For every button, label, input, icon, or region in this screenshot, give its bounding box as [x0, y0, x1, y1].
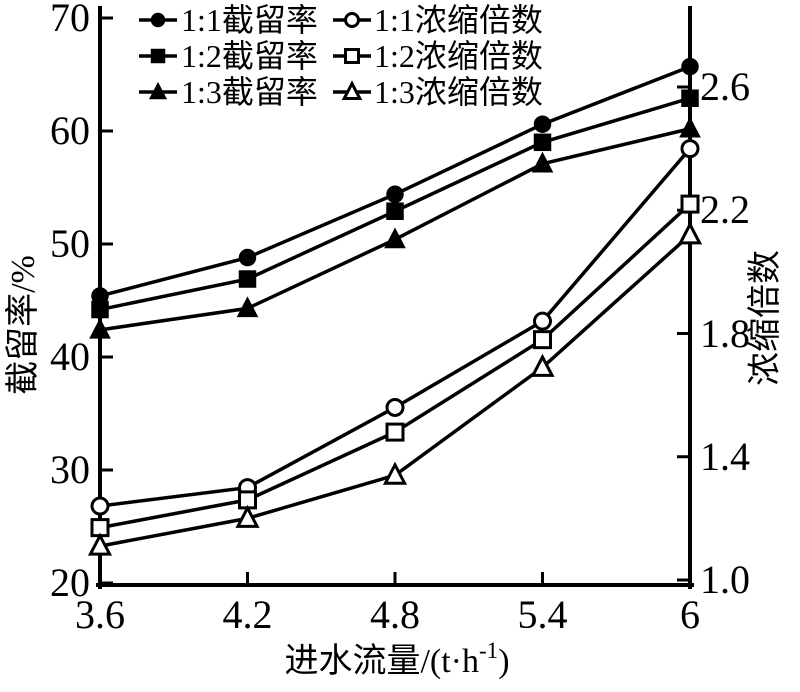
- left-axis-tick-labels: 70 60 50 40 30 20: [50, 0, 90, 605]
- legend-label-1-2-concentration: 1:2浓缩倍数: [374, 38, 543, 74]
- right-tick-1.4: 1.4: [700, 434, 750, 479]
- legend-label-1-1-retention: 1:1截留率: [181, 2, 318, 38]
- left-tick-60: 60: [50, 108, 90, 153]
- series-line-5: [99, 233, 692, 548]
- left-tick-40: 40: [50, 334, 90, 379]
- data-point-filled-triangle: [89, 317, 111, 339]
- data-point-open-square: [680, 194, 700, 214]
- right-axis-title: 浓缩倍数: [746, 250, 784, 386]
- data-point-filled-square: [386, 202, 404, 220]
- data-point-filled-circle: [681, 57, 699, 76]
- data-point-filled-circle: [386, 185, 404, 204]
- left-tick-30: 30: [50, 447, 90, 492]
- left-tick-70: 70: [50, 0, 90, 40]
- x-tick-4.2: 4.2: [223, 592, 273, 637]
- data-point-open-circle: [680, 139, 700, 159]
- right-tick-1.0: 1.0: [700, 557, 750, 602]
- data-point-filled-triangle: [384, 227, 406, 249]
- data-point-filled-triangle: [236, 296, 259, 318]
- x-tick-4.8: 4.8: [370, 592, 420, 637]
- data-point-open-triangle: [530, 353, 555, 377]
- right-tick-2.6: 2.6: [700, 64, 750, 109]
- left-tick-50: 50: [50, 221, 90, 266]
- legend-label-1-1-concentration: 1:1浓缩倍数: [374, 2, 543, 38]
- data-point-open-circle: [385, 397, 405, 417]
- data-point-filled-square: [681, 89, 699, 107]
- right-tick-1.8: 1.8: [700, 311, 750, 356]
- data-point-filled-circle: [533, 115, 552, 133]
- data-point-open-square: [533, 330, 552, 350]
- legend: 1:1截留率 1:2截留率 1:3截留率 1:1浓缩倍数 1:2浓缩倍数 1:3…: [181, 2, 543, 110]
- data-point-filled-square: [238, 270, 257, 288]
- legend-label-1-2-retention: 1:2截留率: [181, 38, 318, 74]
- x-axis-title: 进水流量/(t·h-1): [284, 638, 509, 680]
- data-point-filled-triangle: [531, 151, 554, 173]
- x-tick-6: 6: [680, 592, 700, 637]
- x-tick-5.4: 5.4: [518, 592, 568, 637]
- legend-open-circle-icon: [344, 12, 360, 28]
- data-point-open-square: [385, 422, 405, 442]
- data-point-filled-square: [533, 133, 552, 152]
- legend-filled-square-icon: [150, 48, 166, 64]
- x-tick-3.6: 3.6: [75, 592, 125, 637]
- data-point-open-circle: [90, 496, 110, 516]
- data-point-open-circle: [533, 311, 552, 331]
- left-tick-20: 20: [50, 560, 90, 605]
- x-axis-title-prefix: 进水流量/(t·h: [284, 642, 479, 680]
- left-axis-title: 截留率/%: [4, 255, 42, 395]
- x-axis-title-suffix: ): [498, 643, 509, 680]
- legend-marker-symbols: [139, 12, 371, 100]
- legend-filled-circle-icon: [150, 12, 166, 28]
- data-point-open-triangle: [87, 532, 113, 556]
- data-point-open-triangle: [235, 504, 260, 528]
- data-point-filled-square: [91, 300, 109, 319]
- right-tick-2.2: 2.2: [700, 187, 750, 232]
- series-markers: [87, 57, 703, 556]
- x-axis-tick-labels: 3.6 4.2 4.8 5.4 6: [75, 592, 700, 637]
- x-axis-title-superscript: -1: [479, 638, 498, 663]
- legend-filled-triangle-icon: [148, 81, 168, 100]
- legend-open-square-icon: [344, 48, 360, 64]
- data-point-open-triangle: [382, 461, 408, 485]
- legend-label-1-3-retention: 1:3截留率: [181, 74, 318, 110]
- data-point-filled-triangle: [679, 116, 701, 138]
- legend-open-triangle-icon: [341, 80, 363, 100]
- data-point-filled-circle: [238, 248, 257, 267]
- right-axis-tick-labels: 2.6 2.2 1.8 1.4 1.0: [700, 64, 750, 602]
- legend-label-1-3-concentration: 1:3浓缩倍数: [374, 74, 543, 110]
- data-point-open-triangle: [677, 221, 703, 245]
